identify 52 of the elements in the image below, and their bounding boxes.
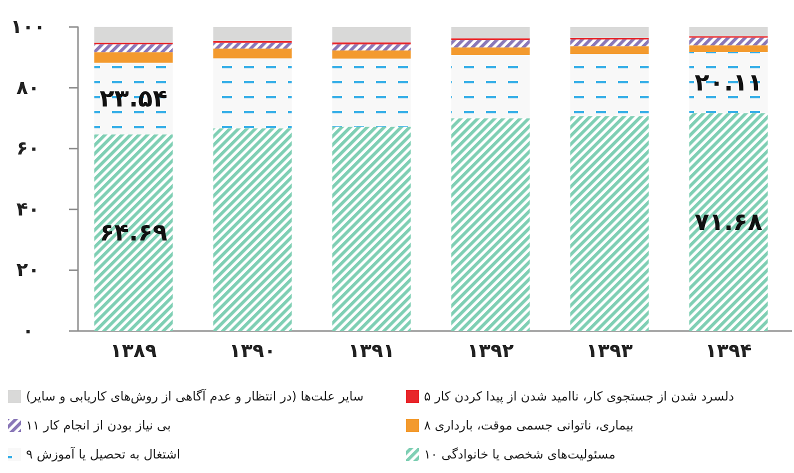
- bar: [94, 44, 173, 52]
- bar: [213, 27, 292, 41]
- bar: [689, 38, 768, 46]
- y-tick-label: ۰: [22, 320, 34, 342]
- y-tick-label: ۲۰: [16, 259, 40, 282]
- data-label: ۶۴.۶۹: [100, 218, 168, 247]
- data-label: ۲۳.۵۴: [100, 84, 168, 113]
- bar: [451, 47, 530, 55]
- bar: [213, 42, 292, 49]
- bar: [689, 27, 768, 36]
- x-tick-label: ۱۳۹۱: [348, 340, 395, 362]
- x-tick-label: ۱۳۹۴: [705, 340, 752, 362]
- y-tick-label: ۶۰: [16, 138, 40, 160]
- legend-label: اشتغال به تحصیل یا آموزش ۹: [26, 446, 180, 462]
- bar: [213, 128, 292, 331]
- legend-label: سایر علت‌ها (در انتظار و عدم آگاهی از روش‌های کاریابی و سایر): [26, 388, 364, 404]
- legend-label: بیماری، ناتوانی جسمی موقت، بارداری ۸: [424, 418, 634, 434]
- legend-label: مسئولیت‌های شخصی یا خانوادگی ۱۰: [424, 446, 616, 462]
- bar: [570, 54, 649, 116]
- x-tick-label: ۱۳۹۳: [586, 340, 634, 362]
- y-tick-label: ۸۰: [16, 76, 40, 99]
- bar: [689, 45, 768, 52]
- bar: [332, 126, 411, 331]
- bar: [332, 27, 411, 43]
- legend-label: دلسرد شدن از جستجوی کار، ناامید شدن از پیدا کردن کار ۵: [424, 388, 734, 404]
- bar: [332, 44, 411, 50]
- y-tick-label: ۱۰۰: [10, 16, 46, 38]
- bar: [332, 50, 411, 59]
- data-label: ۲۰.۱۱: [694, 68, 762, 97]
- bar: [451, 118, 530, 331]
- bar: [689, 113, 768, 331]
- bar: [570, 27, 649, 38]
- y-tick-label: ۴۰: [16, 198, 40, 220]
- x-tick-label: ۱۳۸۹: [110, 340, 158, 362]
- x-tick-label: ۱۳۹۲: [467, 340, 514, 362]
- bar: [570, 116, 649, 331]
- bar: [570, 39, 649, 46]
- bar: [94, 26, 173, 43]
- bar: [332, 58, 411, 127]
- bar: [451, 40, 530, 48]
- x-tick-label: ۱۳۹۰: [229, 340, 276, 362]
- bar: [451, 54, 530, 118]
- legend-label: بی نیاز بودن از انجام کار ۱۱: [26, 418, 171, 434]
- bar: [94, 134, 173, 331]
- bar: [451, 27, 530, 38]
- bar: [213, 58, 292, 128]
- data-label: ۷۱.۶۸: [694, 208, 763, 236]
- bar: [689, 52, 768, 114]
- bar: [213, 48, 292, 58]
- bar: [570, 46, 649, 54]
- bar: [94, 52, 173, 63]
- bar: [94, 62, 173, 134]
